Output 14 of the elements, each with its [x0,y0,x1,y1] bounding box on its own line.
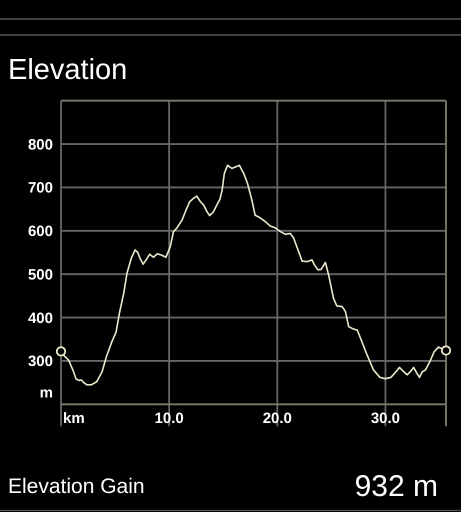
y-tick-label: 600 [28,223,53,240]
y-tick-label: 500 [28,266,53,284]
x-tick-label: 20.0 [262,410,292,427]
x-tick-label: 30.0 [370,410,400,427]
text: Elevation Gain [8,475,145,498]
text: 932 m [354,470,438,503]
chart-title: Elevation [8,54,128,86]
x-axis-title: km [63,410,85,427]
y-tick-label: 700 [28,180,53,197]
y-tick-label: 300 [28,353,53,370]
x-tick-label: 10.0 [154,410,184,427]
y-tick-label: 400 [28,310,53,327]
y-axis-title: m [40,384,53,402]
y-tick-label: 800 [28,136,53,154]
